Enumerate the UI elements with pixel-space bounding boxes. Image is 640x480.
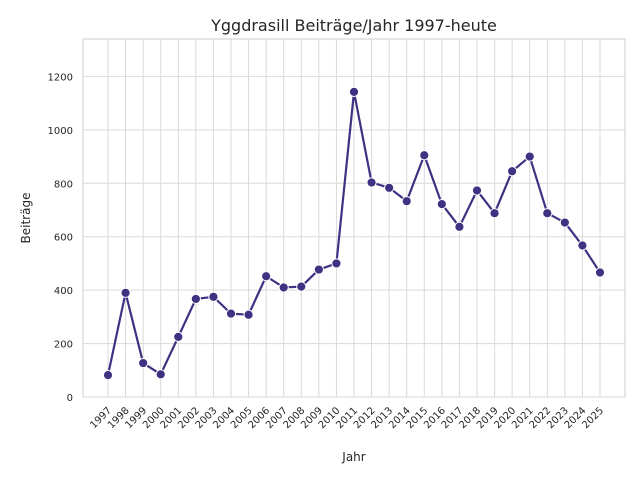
y-tick-label: 600 (54, 233, 73, 244)
data-point (454, 221, 465, 232)
data-point (155, 369, 166, 380)
data-point (102, 369, 114, 381)
y-tick-label: 400 (54, 286, 73, 297)
y-tick-label: 1200 (48, 72, 73, 83)
chart-title: Yggdrasill Beiträge/Jahr 1997-heute (210, 16, 497, 35)
y-tick-label: 200 (54, 340, 73, 351)
x-tick-labels: 1997199819992000200120022003200420052006… (88, 405, 606, 431)
y-axis-label: Beiträge (19, 193, 33, 244)
data-point (559, 217, 570, 228)
data-point (190, 293, 201, 305)
data-point (419, 150, 430, 161)
y-tick-label: 0 (67, 393, 73, 404)
data-point (331, 258, 342, 269)
x-axis-label: Jahr (341, 450, 365, 464)
y-tick-label: 800 (54, 179, 73, 190)
data-point (401, 196, 412, 207)
y-tick-label: 1000 (48, 126, 73, 137)
data-point (594, 267, 606, 278)
data-point (225, 308, 237, 319)
data-point (384, 182, 395, 193)
data-point (577, 240, 588, 251)
data-point (489, 208, 500, 219)
data-point (507, 166, 518, 177)
data-point (471, 185, 483, 196)
data-point (296, 281, 307, 292)
data-point (120, 287, 131, 298)
data-point (243, 309, 254, 320)
data-point (542, 208, 553, 219)
y-tick-labels: 0 200 400 600 800 1000 1200 (48, 72, 73, 404)
data-point (313, 264, 324, 275)
data-points (102, 86, 606, 381)
data-point (138, 357, 149, 369)
data-point (366, 177, 377, 188)
data-point (278, 282, 289, 293)
data-point (436, 199, 447, 210)
data-point (348, 86, 360, 97)
data-point (261, 271, 272, 282)
data-point (524, 151, 535, 162)
data-point (173, 331, 184, 342)
data-point (208, 291, 219, 302)
